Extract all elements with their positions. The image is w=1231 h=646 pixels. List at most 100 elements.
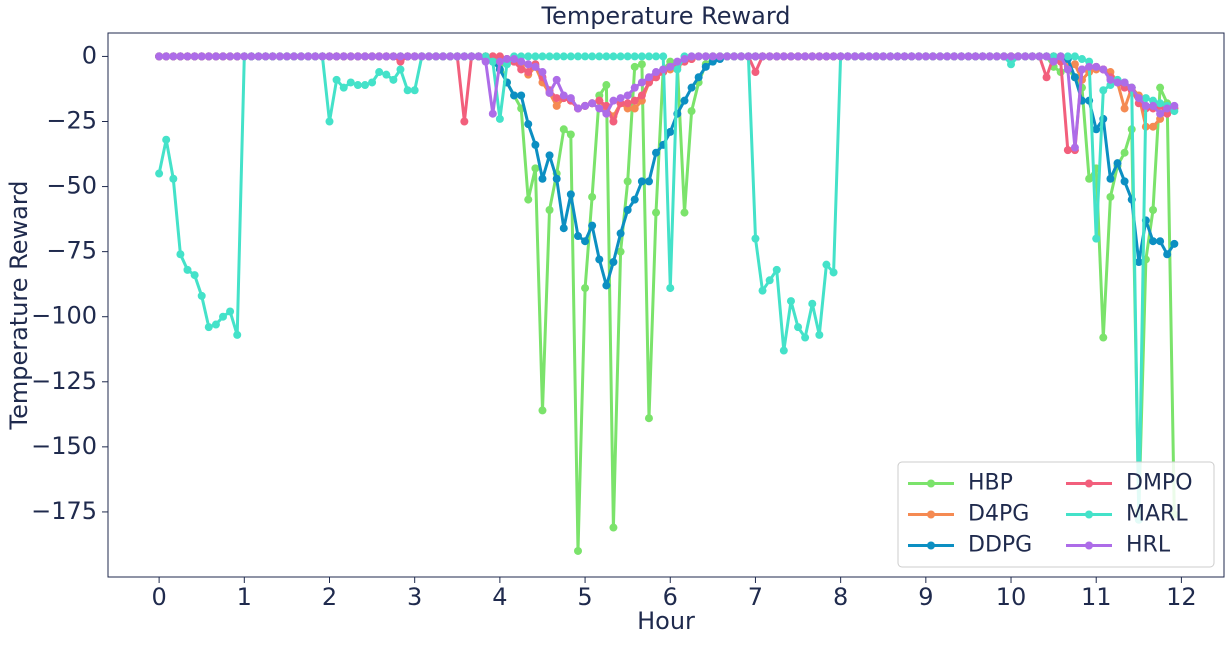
legend-label: HBP [968, 471, 1013, 496]
data-point [517, 91, 526, 100]
data-point [538, 68, 547, 77]
data-point [403, 52, 412, 61]
data-point [226, 307, 235, 316]
data-point [169, 174, 178, 183]
data-point [1106, 174, 1115, 183]
data-point [772, 52, 781, 61]
data-point [545, 52, 554, 61]
data-point [652, 148, 661, 157]
data-point [957, 52, 966, 61]
data-point [581, 101, 590, 110]
data-point [559, 224, 568, 233]
data-point [630, 96, 639, 105]
data-point [609, 258, 618, 267]
data-point [197, 291, 206, 300]
data-point [1092, 62, 1101, 71]
data-point [1063, 52, 1072, 61]
data-point [552, 52, 561, 61]
data-point [1077, 55, 1086, 64]
data-point [233, 52, 242, 61]
data-point [1063, 146, 1072, 155]
data-point [744, 52, 753, 61]
x-tick-label: 10 [996, 583, 1027, 611]
data-point [531, 140, 540, 149]
data-point [346, 78, 355, 87]
data-point [630, 62, 639, 71]
legend-marker [1085, 541, 1093, 550]
data-point [630, 104, 639, 113]
data-point [524, 60, 533, 69]
data-point [616, 247, 625, 256]
data-point [332, 75, 341, 84]
data-point [502, 55, 511, 64]
data-point [659, 65, 668, 74]
data-point [1156, 83, 1165, 92]
data-point [616, 94, 625, 103]
x-tick-label: 12 [1166, 583, 1197, 611]
legend: HBP D4PG DDPG DMPO MARL HRL [897, 461, 1215, 568]
data-point [602, 281, 611, 290]
data-point [1092, 125, 1101, 134]
data-point [602, 52, 611, 61]
data-point [219, 52, 228, 61]
data-point [1014, 52, 1023, 61]
data-point [786, 297, 795, 306]
data-point [382, 52, 391, 61]
data-point [886, 52, 895, 61]
data-point [1134, 258, 1143, 267]
data-point [211, 52, 220, 61]
data-point [1120, 104, 1129, 113]
data-point [602, 109, 611, 118]
data-point [247, 52, 256, 61]
data-point [751, 68, 760, 77]
data-point [453, 52, 462, 61]
series [155, 52, 1179, 524]
data-point [595, 52, 604, 61]
data-point [573, 232, 582, 241]
data-point [566, 130, 575, 139]
x-tick-label: 3 [407, 583, 422, 611]
data-point [673, 65, 682, 74]
data-point [488, 57, 497, 66]
data-point [595, 255, 604, 264]
data-point [630, 195, 639, 204]
data-point [588, 52, 597, 61]
data-point [1156, 109, 1165, 118]
data-point [268, 52, 277, 61]
y-tick-label: −125 [31, 367, 97, 395]
data-point [353, 52, 362, 61]
data-point [808, 52, 817, 61]
data-point [431, 52, 440, 61]
y-tick-label: −25 [46, 106, 97, 134]
legend-label: MARL [1126, 502, 1188, 527]
data-point [950, 52, 959, 61]
data-point [410, 52, 419, 61]
data-point [190, 271, 199, 280]
data-point [609, 52, 618, 61]
y-tick-label: −50 [46, 172, 97, 200]
data-point [467, 52, 476, 61]
data-point [623, 177, 632, 186]
data-point [1113, 78, 1122, 87]
data-point [637, 177, 646, 186]
data-point [836, 52, 845, 61]
y-tick-label: −175 [31, 497, 97, 525]
data-point [1007, 52, 1016, 61]
data-point [325, 52, 334, 61]
data-point [865, 52, 874, 61]
data-point [1021, 52, 1030, 61]
data-point [779, 52, 788, 61]
data-point [786, 52, 795, 61]
data-point [708, 52, 717, 61]
data-point [822, 260, 831, 269]
data-point [730, 52, 739, 61]
data-point [1070, 143, 1079, 152]
data-point [332, 52, 341, 61]
y-tick-label: −150 [31, 432, 97, 460]
data-point [1170, 239, 1179, 248]
legend-label: HRL [1126, 533, 1171, 558]
data-point [1106, 192, 1115, 201]
data-point [410, 86, 419, 95]
data-point [155, 169, 164, 178]
